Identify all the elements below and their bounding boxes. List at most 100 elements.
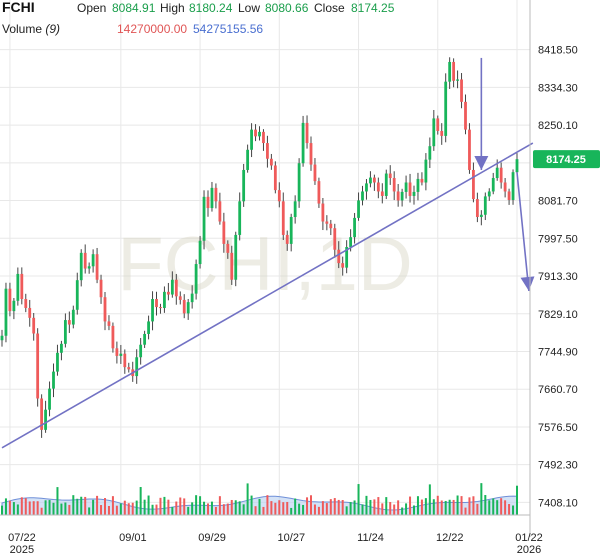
candle-body: [103, 297, 107, 322]
candle-body: [341, 263, 345, 268]
volume-bar: [147, 495, 150, 515]
volume-bar: [397, 500, 400, 515]
candle-body: [238, 201, 242, 235]
volume-bar: [464, 507, 467, 515]
candle-body: [369, 177, 372, 184]
volume-bar: [139, 487, 142, 515]
close-value: 8174.25: [351, 1, 395, 15]
volume-bar: [337, 499, 340, 515]
arrow-shaft: [516, 172, 530, 292]
volume-bar: [325, 503, 328, 515]
candle-body: [464, 101, 467, 130]
volume-bar: [155, 504, 158, 515]
candle-body: [24, 299, 28, 308]
candle-body: [174, 279, 178, 297]
y-tick-label: 8334.30: [538, 82, 578, 94]
volume-bar: [420, 499, 423, 515]
watermark: FCHI,1D: [117, 222, 413, 307]
volume-bar: [100, 505, 103, 515]
volume-bar: [111, 496, 114, 515]
candle-body: [468, 129, 471, 170]
candle-body: [67, 320, 71, 325]
candle-body: [222, 221, 226, 244]
high-value: 8180.24: [189, 1, 233, 15]
volume-bar: [127, 503, 130, 515]
candle-body: [190, 293, 194, 303]
volume-bar: [488, 500, 491, 515]
candle-body: [487, 191, 491, 197]
volume-bar: [452, 499, 455, 515]
candle-body: [234, 234, 238, 280]
candle-body: [424, 159, 428, 183]
candle-body: [428, 146, 432, 160]
candle-body: [412, 191, 416, 196]
x-tick-label: 11/24: [357, 532, 384, 544]
x-tick-label: 07/22: [8, 532, 36, 544]
candle-body: [452, 61, 456, 81]
candle-body: [408, 182, 412, 196]
candle-body: [63, 320, 67, 344]
candle-body: [155, 299, 158, 308]
candle-body: [416, 178, 420, 192]
volume-bar: [353, 500, 356, 515]
volume-bar: [401, 507, 404, 515]
candle-body: [388, 173, 392, 179]
y-tick-label: 7744.90: [538, 346, 578, 358]
volume-bar: [16, 504, 19, 515]
volume-bar: [175, 501, 178, 515]
candle-body: [460, 79, 463, 102]
volume-bar: [317, 506, 320, 515]
candle-body: [242, 169, 246, 202]
volume-bar: [377, 497, 380, 515]
candle-body: [515, 159, 519, 173]
volume-bar: [4, 498, 7, 515]
candle-body: [392, 178, 396, 192]
volume-bar: [203, 501, 206, 515]
volume-bar: [476, 503, 479, 515]
volume-bar: [64, 502, 67, 515]
candle-body: [206, 196, 210, 209]
volume-bar: [508, 504, 511, 515]
low-value: 8080.66: [265, 1, 309, 15]
volume-bar: [329, 499, 332, 515]
y-tick-label: 7492.30: [538, 460, 578, 472]
arrow-head: [520, 276, 535, 291]
candle-body: [321, 203, 325, 222]
volume-bar: [119, 503, 122, 515]
volume-bar: [310, 495, 312, 515]
candle-body: [44, 409, 47, 430]
candle-body: [16, 273, 20, 301]
volume-bar: [234, 500, 237, 515]
volume-bar: [88, 507, 91, 515]
y-tick-label: 7913.30: [538, 271, 578, 283]
volume-bar: [52, 502, 55, 515]
volume-bar: [294, 498, 297, 515]
candle-body: [83, 252, 87, 269]
volume-label: Volume (9): [2, 22, 60, 36]
volume-bar: [107, 505, 110, 515]
candle-body: [111, 325, 115, 349]
candle-body: [135, 357, 139, 377]
candle-body: [357, 200, 360, 218]
volume-bar: [440, 500, 443, 515]
x-tick-year: 2025: [10, 544, 34, 556]
candle-body: [48, 388, 51, 410]
volume-bar: [187, 506, 190, 515]
y-tick-label: 7660.70: [538, 384, 578, 396]
candle-body: [337, 249, 341, 264]
volume-bar: [28, 501, 31, 515]
candle-body: [127, 367, 131, 370]
candle-body: [246, 149, 250, 170]
x-tick-label: 12/22: [436, 532, 464, 544]
candle-body: [194, 264, 198, 294]
volume-bar: [270, 501, 273, 515]
volume-bar: [286, 501, 289, 515]
volume-bar: [76, 498, 79, 515]
volume-bar: [480, 483, 483, 515]
open-value: 8084.91: [112, 1, 156, 15]
volume-value: 14270000.00: [117, 22, 188, 36]
y-tick-label: 8418.50: [538, 45, 578, 57]
candle-body: [400, 191, 404, 201]
candle-body: [52, 371, 55, 389]
volume-bar: [72, 495, 75, 515]
